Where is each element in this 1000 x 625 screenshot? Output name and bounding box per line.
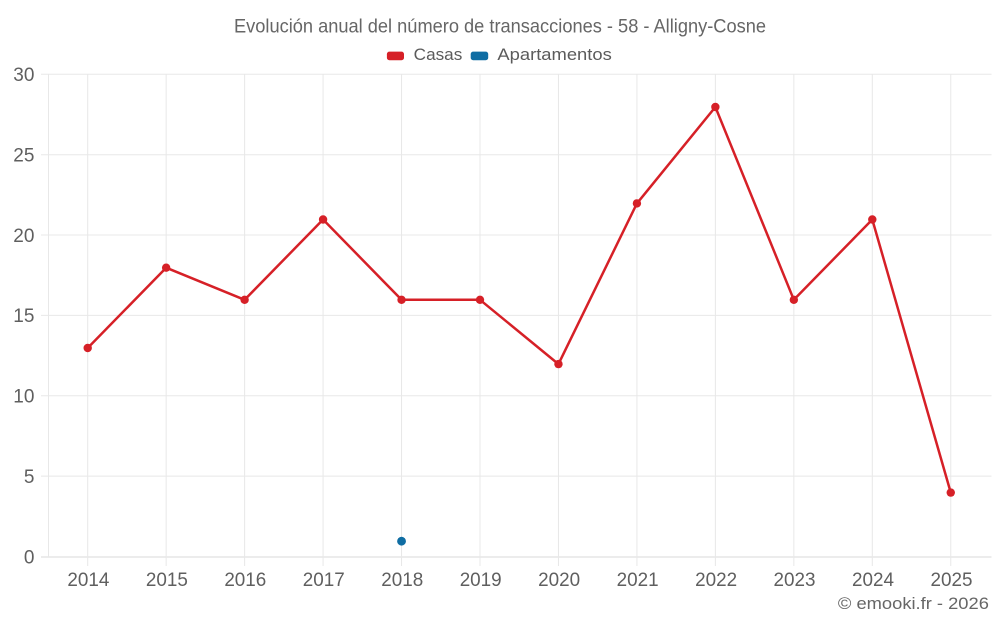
svg-text:2024: 2024 [852,570,894,591]
svg-text:20: 20 [13,226,34,247]
svg-text:2023: 2023 [774,570,816,591]
svg-text:2022: 2022 [695,570,737,591]
svg-text:Evolución anual del número de: Evolución anual del número de transaccio… [234,16,766,38]
svg-text:Casas: Casas [414,45,463,64]
svg-text:2015: 2015 [146,570,188,591]
svg-text:Apartamentos: Apartamentos [497,45,611,64]
svg-text:2025: 2025 [930,570,972,591]
svg-text:2021: 2021 [617,570,659,591]
svg-text:10: 10 [13,387,34,408]
svg-text:30: 30 [13,65,34,86]
svg-text:2017: 2017 [303,570,345,591]
svg-text:2014: 2014 [67,570,109,591]
svg-text:15: 15 [13,306,34,327]
svg-text:© emooki.fr - 2026: © emooki.fr - 2026 [838,594,989,613]
svg-text:2018: 2018 [381,570,423,591]
svg-text:2016: 2016 [224,570,266,591]
svg-text:25: 25 [13,146,34,167]
svg-text:5: 5 [24,467,35,488]
svg-text:2020: 2020 [538,570,580,591]
svg-text:2019: 2019 [460,570,502,591]
svg-text:0: 0 [24,547,35,568]
